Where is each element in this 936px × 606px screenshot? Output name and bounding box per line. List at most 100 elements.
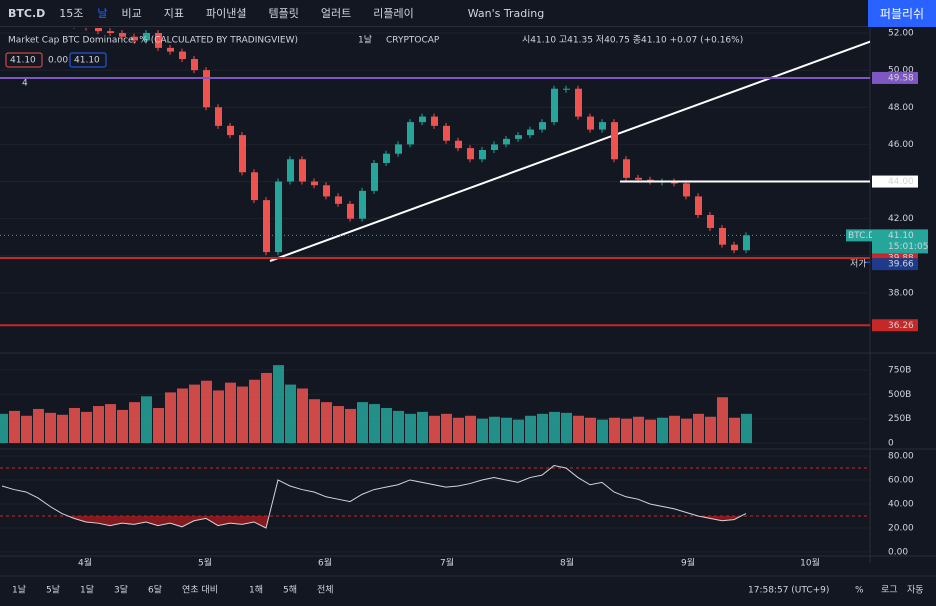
volume-bar — [465, 415, 476, 444]
candle — [695, 196, 702, 215]
volume-bar — [117, 409, 128, 444]
volume-bar — [345, 408, 356, 444]
volume-bar — [21, 415, 32, 444]
toolbar-item[interactable]: 얼러트 — [320, 7, 352, 20]
volume-bar — [141, 396, 152, 444]
toolbar-item[interactable]: 비교 — [121, 7, 142, 20]
legend-exchange: CRYPTOCAP — [386, 36, 440, 46]
volume-bar — [741, 413, 752, 444]
volume-bar — [621, 418, 632, 444]
level-label: 36.26 — [888, 321, 914, 331]
volume-bar — [0, 413, 8, 444]
range-button[interactable]: 5해 — [283, 585, 297, 596]
toolbar-item[interactable]: 템플릿 — [268, 7, 299, 20]
candle — [431, 116, 438, 126]
scale-option[interactable]: 자동 — [907, 585, 924, 596]
candle — [131, 36, 138, 41]
x-tick-label: 7월 — [440, 557, 454, 569]
candle — [479, 149, 486, 160]
range-button[interactable]: 1해 — [249, 585, 263, 596]
volume-bar — [321, 402, 332, 444]
volume-bar — [81, 411, 92, 444]
candle — [347, 203, 354, 219]
last-name-bg — [846, 229, 872, 242]
badge: 41.10 — [74, 56, 100, 66]
toolbar-item[interactable]: 파이낸셜 — [206, 7, 247, 20]
volume-bar — [513, 419, 524, 444]
publish-button[interactable]: 퍼블리쉬 — [868, 0, 936, 27]
timeframe[interactable]: 날 — [97, 7, 108, 20]
candle — [335, 196, 342, 204]
volume-bar — [357, 402, 368, 444]
y-tick-label: 42.00 — [888, 214, 914, 224]
candle — [635, 177, 642, 180]
low-label-bg — [872, 258, 918, 271]
candle — [395, 144, 402, 154]
candle — [299, 159, 306, 182]
range-button[interactable]: 연초 대비 — [182, 585, 218, 596]
toolbar-item[interactable]: 리플레이 — [373, 7, 414, 20]
candle — [263, 200, 270, 253]
low-label: 39.66 — [888, 260, 914, 270]
volume-bar — [393, 410, 404, 444]
candle — [491, 144, 498, 150]
volume-bar — [573, 415, 584, 444]
range-button[interactable]: 6달 — [148, 584, 162, 596]
level-label-bg — [872, 319, 918, 332]
toolbar-item[interactable]: 지표 — [163, 7, 185, 20]
scale-option[interactable]: % — [855, 586, 864, 596]
candle — [215, 107, 222, 126]
volume-bar — [525, 415, 536, 444]
candle — [443, 125, 450, 141]
x-tick-label: 9월 — [681, 557, 695, 569]
volume-bar — [189, 384, 200, 444]
x-tick-label: 10월 — [800, 557, 820, 569]
volume-bar — [237, 386, 248, 444]
volume-bar — [453, 417, 464, 444]
y-tick-label: 80.00 — [888, 451, 914, 461]
badge: 41.10 — [10, 56, 36, 66]
volume-bar — [57, 414, 68, 444]
volume-bar — [405, 413, 416, 444]
scale-option[interactable]: 로그 — [881, 586, 898, 596]
candle — [575, 88, 582, 117]
low-name: 저가 — [850, 259, 867, 270]
range-button[interactable]: 1날 — [12, 585, 26, 596]
account[interactable]: Wan's Trading — [467, 6, 545, 20]
volume-bar — [93, 406, 104, 444]
volume-bar — [273, 365, 284, 444]
range-button[interactable]: 5날 — [46, 585, 60, 596]
volume-bar — [249, 379, 260, 444]
volume-bar — [369, 404, 380, 444]
volume-bar — [477, 418, 488, 444]
toolbar-items: 비교 지표 파이낸셜 템플릿 얼러트 리플레이 — [122, 5, 414, 21]
legend-ohlc: 시41.10 고41.35 저40.75 종41.10 +0.07 (+0.16… — [522, 35, 743, 46]
volume-bar — [45, 412, 56, 444]
interval[interactable]: 15조 — [59, 7, 84, 20]
volume-bar — [537, 413, 548, 444]
volume-bar — [285, 384, 296, 444]
candle — [119, 33, 126, 37]
candle — [95, 28, 102, 32]
candle — [419, 116, 426, 123]
candle — [707, 214, 714, 228]
badge-box — [5, 52, 43, 68]
candle — [311, 181, 318, 186]
symbol[interactable]: BTC.D — [8, 6, 46, 20]
candle — [527, 129, 534, 136]
volume-bar — [489, 416, 500, 444]
range-button[interactable]: 전체 — [317, 585, 334, 596]
candle — [275, 181, 282, 253]
candle — [359, 190, 366, 219]
volume-bar — [105, 404, 116, 444]
volume-bar — [609, 417, 620, 444]
last-label: 41.10 — [888, 231, 914, 241]
badge: 0.00 — [48, 56, 68, 66]
volume-bar — [129, 402, 140, 444]
volume-bar — [261, 372, 272, 444]
badge-box — [69, 52, 107, 68]
candle — [383, 153, 390, 163]
range-button[interactable]: 3달 — [114, 584, 128, 596]
volume-bar — [381, 407, 392, 444]
range-button[interactable]: 1달 — [80, 584, 94, 596]
